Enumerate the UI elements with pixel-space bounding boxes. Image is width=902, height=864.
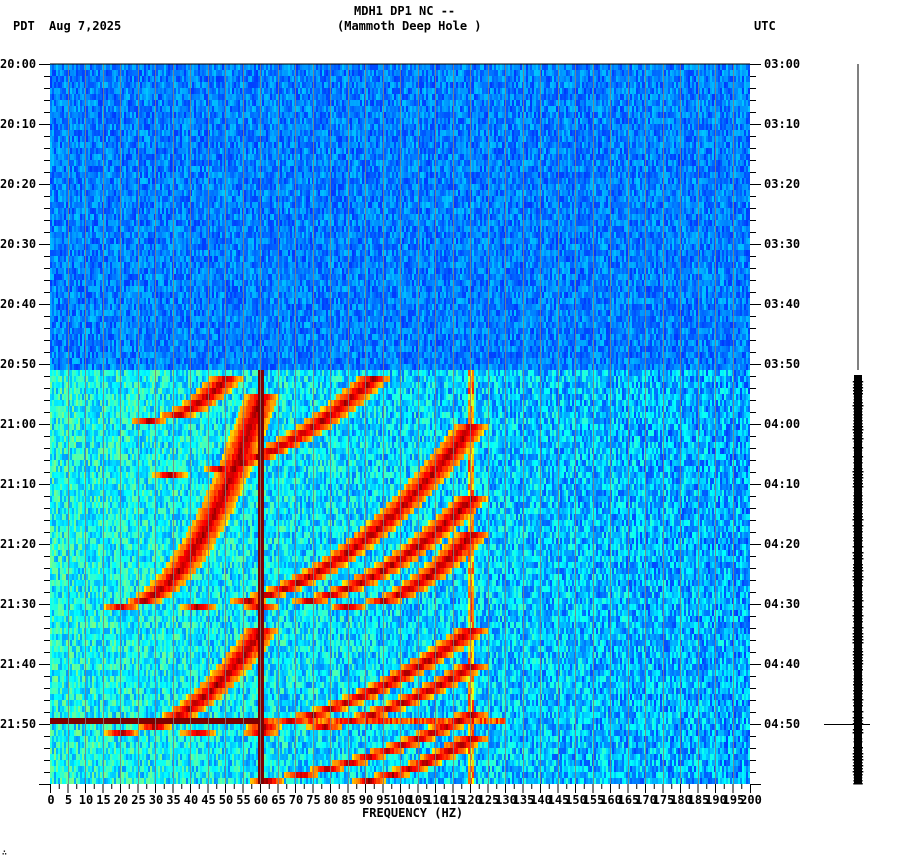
x-tick-label: 155	[582, 793, 605, 807]
date-label: Aug 7,2025	[49, 19, 122, 33]
x-tick-label: 185	[687, 793, 710, 807]
y-tick-label-left: 20:00	[0, 57, 37, 71]
y-tick-label-left: 20:20	[0, 177, 37, 191]
y-tick-label-right: 03:00	[764, 57, 801, 71]
x-tick-label: 95	[376, 793, 391, 807]
x-tick-label: 195	[722, 793, 745, 807]
x-tick-label: 5	[64, 793, 73, 807]
amplitude-trace	[824, 64, 870, 785]
y-tick-label-right: 03:10	[764, 117, 801, 131]
y-tick-label-right: 04:50	[764, 717, 801, 731]
x-tick-label: 10	[78, 793, 94, 807]
y-tick-label-left: 21:00	[0, 417, 37, 431]
y-tick-label-right: 04:10	[764, 477, 801, 491]
x-tick-label: 65	[271, 793, 286, 807]
x-tick-label: 35	[166, 793, 181, 807]
y-tick-label-right: 03:30	[764, 237, 801, 251]
x-tick-label: 145	[547, 793, 570, 807]
x-tick-label: 75	[306, 793, 321, 807]
x-tick-label: 130	[495, 793, 517, 807]
x-tick-label: 115	[442, 793, 465, 807]
y-tick-label-left: 21:20	[0, 537, 37, 551]
x-tick-label: 190	[705, 793, 727, 807]
x-tick-label: 160	[600, 793, 622, 807]
x-tick-label: 50	[218, 793, 234, 807]
x-tick-label: 200	[740, 793, 762, 807]
x-tick-label: 100	[390, 793, 412, 807]
x-tick-label: 40	[183, 793, 199, 807]
right-timezone: UTC	[754, 19, 776, 33]
x-tick-label: 180	[670, 793, 692, 807]
x-tick-label: 175	[652, 793, 675, 807]
y-tick-label-left: 21:40	[0, 657, 37, 671]
y-tick-label-left: 21:10	[0, 477, 37, 491]
x-tick-label: 60	[253, 793, 269, 807]
x-tick-label: 135	[512, 793, 535, 807]
x-tick-label: 120	[460, 793, 482, 807]
x-axis-title: FREQUENCY (HZ)	[362, 806, 464, 820]
station-line: MDH1 DP1 NC --	[354, 4, 456, 18]
x-tick-label: 55	[236, 793, 251, 807]
x-tick-label: 170	[635, 793, 657, 807]
left-timezone: PDT	[13, 19, 35, 33]
y-tick-label-right: 04:30	[764, 597, 801, 611]
footer-mark: ∴	[2, 848, 7, 857]
x-tick-label: 90	[358, 793, 374, 807]
x-tick-label: 150	[565, 793, 587, 807]
x-tick-label: 110	[425, 793, 447, 807]
x-tick-label: 70	[288, 793, 304, 807]
x-tick-label: 165	[617, 793, 640, 807]
spectrogram-plot	[50, 64, 750, 784]
station-name: (Mammoth Deep Hole )	[337, 19, 482, 33]
x-tick-label: 85	[341, 793, 356, 807]
y-tick-label-left: 20:10	[0, 117, 37, 131]
y-tick-label-right: 03:20	[764, 177, 801, 191]
y-tick-label-left: 20:40	[0, 297, 37, 311]
x-tick-label: 15	[96, 793, 111, 807]
x-tick-label: 140	[530, 793, 552, 807]
y-tick-label-left: 20:50	[0, 357, 37, 371]
x-tick-label: 45	[201, 793, 216, 807]
x-tick-label: 125	[477, 793, 500, 807]
y-tick-label-left: 20:30	[0, 237, 37, 251]
x-tick-label: 25	[131, 793, 146, 807]
y-tick-label-right: 04:40	[764, 657, 801, 671]
x-tick-label: 20	[113, 793, 129, 807]
y-tick-label-right: 03:50	[764, 357, 801, 371]
x-tick-label: 80	[323, 793, 339, 807]
x-tick-label: 105	[407, 793, 430, 807]
y-tick-label-left: 21:30	[0, 597, 37, 611]
y-tick-label-right: 03:40	[764, 297, 801, 311]
y-tick-label-right: 04:20	[764, 537, 801, 551]
y-tick-label-left: 21:50	[0, 717, 37, 731]
y-tick-label-right: 04:00	[764, 417, 801, 431]
x-tick-label: 0	[47, 793, 55, 807]
x-tick-label: 30	[148, 793, 164, 807]
